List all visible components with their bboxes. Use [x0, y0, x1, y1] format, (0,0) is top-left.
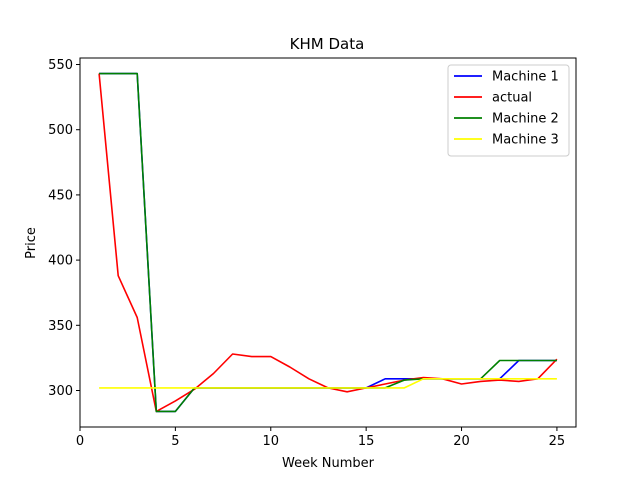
x-tick-label: 5 — [171, 434, 179, 449]
y-tick-label: 300 — [48, 384, 73, 399]
y-axis-label: Price — [24, 227, 39, 259]
axes-frame — [79, 57, 577, 428]
legend-label: Machine 1 — [492, 70, 559, 85]
legend-label: Machine 3 — [492, 133, 559, 148]
y-tick-label: 500 — [48, 123, 73, 138]
y-tick-label: 550 — [48, 58, 73, 73]
x-axis-label: Week Number — [282, 456, 375, 471]
x-tick-label: 25 — [549, 434, 566, 449]
series-line-machine-3 — [99, 377, 557, 389]
x-axis: 0 5 10 15 20 25 — [76, 427, 565, 449]
y-tick-label: 350 — [48, 319, 73, 334]
legend-label: Machine 2 — [492, 112, 559, 127]
y-tick-label: 400 — [48, 254, 73, 269]
x-tick-label: 10 — [262, 434, 279, 449]
chart-title: KHM Data — [290, 35, 365, 53]
y-axis: 300 350 400 450 500 550 — [48, 58, 80, 399]
legend: Machine 1 actual Machine 2 Machine 3 — [447, 64, 570, 157]
plot-lines — [98, 72, 558, 413]
legend-label: actual — [492, 91, 532, 106]
legend-box — [447, 64, 570, 157]
x-tick-label: 15 — [358, 434, 375, 449]
y-tick-label: 450 — [48, 188, 73, 203]
x-tick-label: 0 — [76, 434, 84, 449]
x-tick-label: 20 — [453, 434, 470, 449]
